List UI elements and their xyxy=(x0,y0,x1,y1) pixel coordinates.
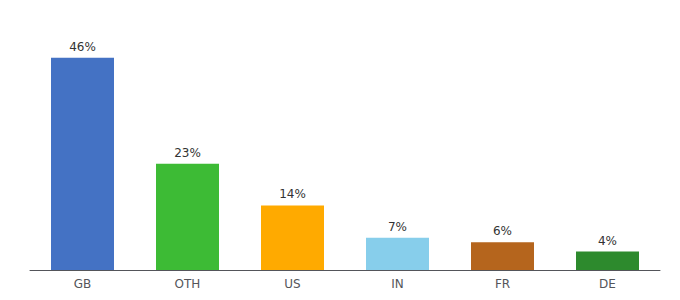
svg-text:IN: IN xyxy=(391,277,404,291)
svg-text:14%: 14% xyxy=(279,187,306,201)
svg-text:GB: GB xyxy=(74,277,92,291)
svg-text:FR: FR xyxy=(495,277,510,291)
svg-text:46%: 46% xyxy=(69,40,96,54)
svg-text:6%: 6% xyxy=(493,224,512,238)
svg-text:OTH: OTH xyxy=(175,277,201,291)
svg-text:4%: 4% xyxy=(598,234,617,248)
svg-text:23%: 23% xyxy=(174,146,201,160)
svg-text:DE: DE xyxy=(599,277,616,291)
svg-text:US: US xyxy=(284,277,300,291)
svg-text:7%: 7% xyxy=(388,220,407,234)
